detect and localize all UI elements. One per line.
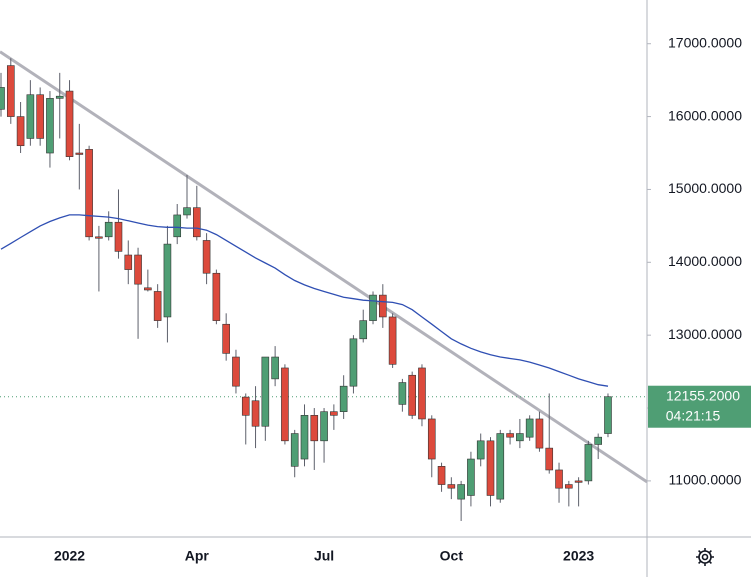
candle-body xyxy=(104,221,113,238)
candle-body xyxy=(134,254,142,285)
candle-body xyxy=(124,254,133,270)
candle-body xyxy=(535,418,544,449)
candle-body xyxy=(232,356,240,387)
candle-body xyxy=(300,415,309,460)
candle-body xyxy=(604,396,612,434)
y-tick-label: 11000.0000 xyxy=(669,472,742,488)
candle-body xyxy=(212,272,221,321)
candle-body xyxy=(222,323,230,354)
candle-body xyxy=(574,480,583,483)
y-tick-label: 16000.0000 xyxy=(668,107,742,123)
candle-body xyxy=(555,469,563,489)
candle-body xyxy=(241,396,250,416)
y-tick-label: 15000.0000 xyxy=(668,180,742,196)
candle-body xyxy=(75,152,84,155)
countdown: 04:21:15 xyxy=(666,407,721,423)
candle-body xyxy=(202,240,211,274)
candle-body xyxy=(447,484,456,489)
candle-body xyxy=(144,287,152,291)
candle-body xyxy=(330,411,338,416)
candle-body xyxy=(310,415,319,442)
candle-body xyxy=(36,94,44,139)
candle-body xyxy=(359,320,368,340)
candle-body xyxy=(163,243,172,318)
last-price-box xyxy=(648,385,751,428)
candle-body xyxy=(271,356,279,380)
candle-body xyxy=(476,440,485,460)
candle-body xyxy=(251,400,260,427)
candle-body xyxy=(467,458,475,496)
candle-body xyxy=(65,90,74,157)
candle-body xyxy=(437,466,446,485)
candle-body xyxy=(408,374,416,416)
candle-body xyxy=(584,444,593,482)
x-tick-label: 2022 xyxy=(54,548,85,564)
candle-body xyxy=(457,484,465,500)
candle-body xyxy=(320,411,328,442)
candle-body xyxy=(85,149,93,238)
candle-body xyxy=(26,94,35,139)
candle-body xyxy=(516,433,524,442)
candle-body xyxy=(418,367,426,420)
candle-body xyxy=(525,418,534,438)
y-tick-label: 17000.0000 xyxy=(668,34,742,50)
candle-body xyxy=(16,116,25,147)
candle-body xyxy=(281,367,289,442)
candle-body xyxy=(95,236,103,239)
candle-body xyxy=(379,294,387,318)
last-price-label: 12155.2000 xyxy=(666,387,740,403)
candle-body xyxy=(114,221,123,252)
candle-body xyxy=(183,207,191,216)
x-tick-label: Jul xyxy=(314,548,334,564)
y-tick-label: 14000.0000 xyxy=(668,253,742,269)
candle-body xyxy=(55,95,64,99)
candle-body xyxy=(506,433,514,438)
candle-body xyxy=(496,433,505,500)
settings-icon[interactable] xyxy=(696,548,714,566)
candle-body xyxy=(193,207,201,238)
candle-body xyxy=(0,87,5,110)
candle-body xyxy=(6,65,15,117)
candle-body xyxy=(290,433,299,467)
candle-body xyxy=(594,436,602,445)
candle-body xyxy=(486,440,495,496)
candle-body xyxy=(46,98,54,154)
candle-body xyxy=(545,447,554,471)
x-tick-label: Apr xyxy=(185,548,210,564)
candle-body xyxy=(427,418,436,460)
candle-body xyxy=(261,356,270,427)
candle-body xyxy=(173,214,182,238)
candle-body xyxy=(153,291,162,321)
moving-average xyxy=(0,214,609,387)
candle-body xyxy=(398,382,407,405)
candle-body xyxy=(369,294,377,321)
candle-body xyxy=(349,338,358,387)
trendline xyxy=(0,50,648,484)
candle-body xyxy=(565,484,573,489)
x-tick-label: 2023 xyxy=(563,548,594,564)
candle-body xyxy=(388,316,397,365)
x-tick-label: Oct xyxy=(440,548,464,564)
y-tick-label: 13000.0000 xyxy=(668,326,742,342)
candle-body xyxy=(339,385,348,412)
